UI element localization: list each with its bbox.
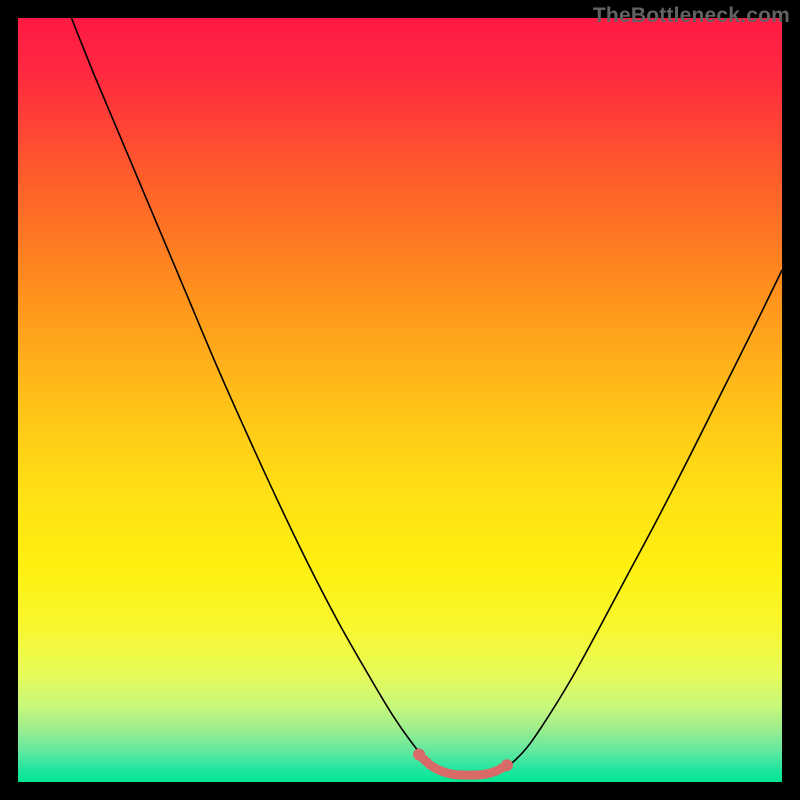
- optimal-range-start-marker: [413, 748, 425, 760]
- optimal-range-end-marker: [501, 759, 513, 771]
- bottleneck-chart: [18, 18, 782, 782]
- plot-area: [18, 18, 782, 782]
- gradient-background: [18, 18, 782, 782]
- chart-frame: TheBottleneck.com: [0, 0, 800, 800]
